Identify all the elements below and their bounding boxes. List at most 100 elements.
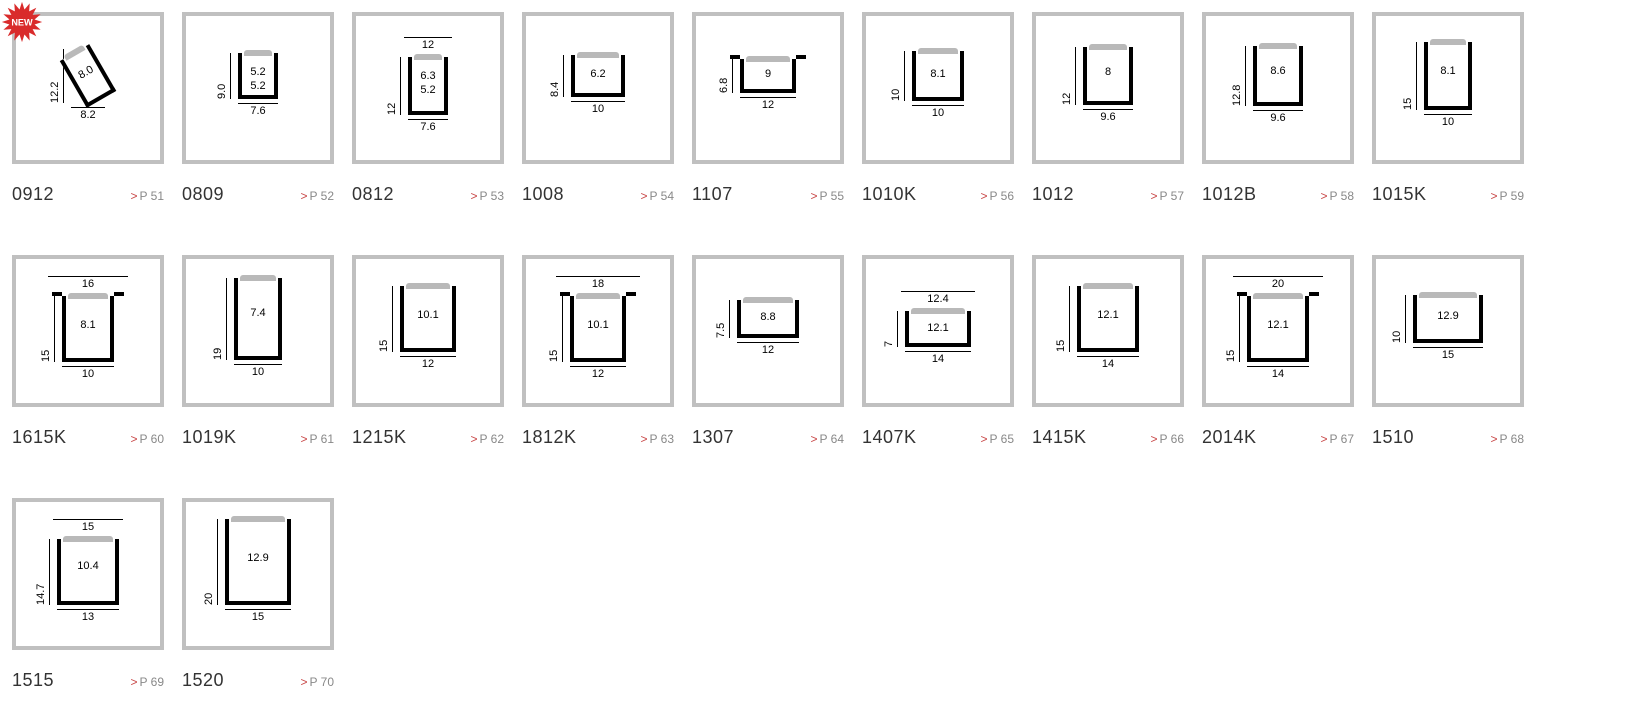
product-thumb[interactable]: 197.410 <box>182 255 334 407</box>
product-item[interactable]: 1510.1121215K>P 62 <box>352 255 504 448</box>
dim-height: 10 <box>890 51 905 101</box>
product-item[interactable]: NEW 12.28.08.20912>P 51 <box>12 12 164 205</box>
page-ref[interactable]: >P 64 <box>811 432 845 446</box>
dim-height: 19 <box>212 278 227 360</box>
profile-shape: 12.9 <box>225 519 291 605</box>
product-code: 1012 <box>1032 184 1074 205</box>
product-item[interactable]: 6.89121107>P 55 <box>692 12 844 205</box>
page-ref[interactable]: >P 55 <box>811 189 845 203</box>
page-ref[interactable]: >P 60 <box>131 432 165 446</box>
product-thumb[interactable]: 7.58.812 <box>692 255 844 407</box>
product-thumb[interactable]: 1510.112 <box>352 255 504 407</box>
product-item[interactable]: 197.410 1019K>P 61 <box>182 255 334 448</box>
product-caption: 1010K>P 56 <box>862 184 1014 205</box>
page-ref[interactable]: >P 65 <box>981 432 1015 446</box>
profile-shape: 8.6 <box>1253 46 1303 106</box>
page-ref[interactable]: >P 62 <box>471 432 505 446</box>
dim-inner: 12.9 <box>1417 311 1479 322</box>
product-code: 0812 <box>352 184 394 205</box>
product-item[interactable]: 8.46.2101008>P 54 <box>522 12 674 205</box>
product-thumb[interactable]: 12126.35.27.6 <box>352 12 504 164</box>
dim-width: 10 <box>234 364 282 378</box>
dim-top-width: 12 <box>404 37 452 51</box>
profile-diagram: 12.88.69.6 <box>1231 46 1325 130</box>
page-ref[interactable]: >P 53 <box>471 189 505 203</box>
page-ref[interactable]: >P 61 <box>301 432 335 446</box>
page-ref[interactable]: >P 59 <box>1491 189 1525 203</box>
dim-top-width: 15 <box>53 519 123 533</box>
page-number: 52 <box>321 189 334 203</box>
product-item[interactable]: 1512.114 1415K >P 66 <box>1032 255 1184 448</box>
product-item[interactable]: 1012.9151510>P 68 <box>1372 255 1524 448</box>
page-number: 51 <box>151 189 164 203</box>
dim-height: 14.7 <box>35 539 50 605</box>
dim-width: 13 <box>57 609 119 623</box>
product-thumb[interactable]: 108.110 <box>862 12 1014 164</box>
page-ref[interactable]: >P 57 <box>1151 189 1185 203</box>
product-thumb[interactable]: 6.8912 <box>692 12 844 164</box>
dim-inner: 8.0 <box>72 62 100 85</box>
product-thumb[interactable]: 1012.915 <box>1372 255 1524 407</box>
page-ref[interactable]: >P 56 <box>981 189 1015 203</box>
page-ref[interactable]: >P 70 <box>301 675 335 689</box>
product-thumb[interactable]: 9.05.25.27.6 <box>182 12 334 164</box>
product-item[interactable]: 108.1101010K>P 56 <box>862 12 1014 205</box>
product-code: 1615K <box>12 427 67 448</box>
dim-width: 9.6 <box>1083 109 1133 123</box>
page-ref[interactable]: >P 66 <box>1151 432 1185 446</box>
product-caption: 0812 >P 53 <box>352 184 504 205</box>
product-item[interactable]: 151810.1121812K>P 63 <box>522 255 674 448</box>
page-ref[interactable]: >P 68 <box>1491 432 1525 446</box>
dim-width: 14 <box>905 351 971 365</box>
profile-shape: 10.1 <box>570 296 626 362</box>
product-item[interactable]: 152012.114 2014K>P 67 <box>1202 255 1354 448</box>
product-thumb[interactable]: 14.71510.413 <box>12 498 164 650</box>
product-item[interactable]: 12.88.69.61012B>P 58 <box>1202 12 1354 205</box>
page-number: 56 <box>1001 189 1014 203</box>
profile-shape: 6.35.2 <box>408 57 448 115</box>
profile-cap <box>1083 283 1133 289</box>
profile-cap <box>1430 39 1466 45</box>
profile-diagram: 1289.6 <box>1061 47 1155 129</box>
product-thumb[interactable]: 712.412.114 <box>862 255 1014 407</box>
product-item[interactable]: 15168.110 1615K >P 60 <box>12 255 164 448</box>
page-ref[interactable]: >P 67 <box>1321 432 1355 446</box>
dim-height: 12 <box>386 57 401 115</box>
product-caption: 1019K>P 61 <box>182 427 334 448</box>
page-ref[interactable]: >P 69 <box>131 675 165 689</box>
product-item[interactable]: 712.412.1141407K>P 65 <box>862 255 1014 448</box>
product-code: 1015K <box>1372 184 1427 205</box>
product-thumb[interactable]: 12.88.69.6 <box>1202 12 1354 164</box>
product-code: 1415K <box>1032 427 1087 448</box>
page-ref[interactable]: >P 52 <box>301 189 335 203</box>
product-thumb[interactable]: 8.46.210 <box>522 12 674 164</box>
product-thumb[interactable]: 15168.110 <box>12 255 164 407</box>
page-ref[interactable]: >P 54 <box>641 189 675 203</box>
profile-diagram: 151810.112 <box>548 276 648 386</box>
dim-inner: 9 <box>744 69 792 80</box>
product-item[interactable]: 2012.9151520>P 70 <box>182 498 334 691</box>
product-thumb[interactable]: 1512.114 <box>1032 255 1184 407</box>
page-ref[interactable]: >P 51 <box>131 189 165 203</box>
product-item[interactable]: 158.110 1015K >P 59 <box>1372 12 1524 205</box>
product-thumb[interactable]: 2012.915 <box>182 498 334 650</box>
dim-inner2: 5.2 <box>412 85 444 96</box>
profile-diagram: 15168.110 <box>40 276 136 386</box>
product-thumb[interactable]: 151810.112 <box>522 255 674 407</box>
page-ref[interactable]: >P 58 <box>1321 189 1355 203</box>
dim-inner: 8.1 <box>916 69 960 80</box>
product-item[interactable]: 14.71510.4131515>P 69 <box>12 498 164 691</box>
product-item[interactable]: 7.58.8121307>P 64 <box>692 255 844 448</box>
dim-inner: 8.8 <box>741 312 795 323</box>
page-ref[interactable]: >P 63 <box>641 432 675 446</box>
dim-top-width: 18 <box>556 276 640 290</box>
product-item[interactable]: 1289.6 1012 >P 57 <box>1032 12 1184 205</box>
product-thumb[interactable]: 1289.6 <box>1032 12 1184 164</box>
product-thumb[interactable]: 158.110 <box>1372 12 1524 164</box>
product-item[interactable]: 12126.35.27.6 0812 >P 53 <box>352 12 504 205</box>
product-caption: 2014K>P 67 <box>1202 427 1354 448</box>
dim-height: 15 <box>548 296 563 362</box>
profile-diagram: 1510.112 <box>378 286 478 376</box>
product-item[interactable]: 9.05.25.27.60809>P 52 <box>182 12 334 205</box>
product-thumb[interactable]: 152012.114 <box>1202 255 1354 407</box>
